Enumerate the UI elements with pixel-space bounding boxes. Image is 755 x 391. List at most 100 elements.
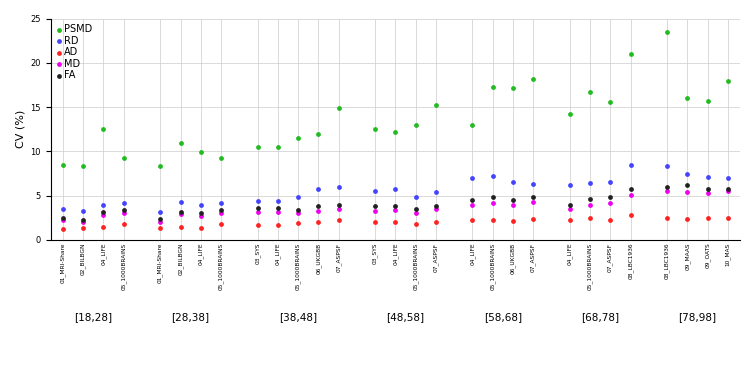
Point: [390, 219, 402, 225]
Point: [681, 95, 693, 101]
Point: [215, 207, 227, 213]
Text: [38,48]: [38,48]: [279, 312, 317, 322]
Point: [313, 208, 325, 214]
Point: [390, 129, 402, 135]
Point: [701, 98, 713, 104]
Point: [430, 189, 442, 195]
Point: [604, 200, 616, 206]
Point: [410, 194, 422, 201]
Point: [97, 201, 109, 208]
Point: [272, 209, 284, 215]
Point: [77, 208, 89, 214]
Point: [584, 215, 596, 221]
Point: [584, 196, 596, 202]
Point: [272, 205, 284, 211]
Point: [251, 205, 263, 211]
Point: [118, 207, 130, 213]
Point: [507, 197, 519, 203]
Point: [174, 139, 186, 145]
Point: [604, 194, 616, 201]
Point: [564, 217, 576, 223]
Point: [369, 126, 381, 133]
Point: [410, 206, 422, 212]
Point: [722, 185, 734, 192]
Point: [292, 210, 304, 217]
Point: [292, 135, 304, 141]
Point: [195, 201, 207, 208]
Point: [722, 78, 734, 84]
Point: [624, 185, 636, 192]
Point: [313, 185, 325, 192]
Point: [467, 201, 479, 208]
Point: [410, 122, 422, 128]
Point: [604, 179, 616, 185]
Point: [584, 180, 596, 187]
Point: [57, 217, 69, 224]
Text: [18,28]: [18,28]: [74, 312, 112, 322]
Text: [48,58]: [48,58]: [387, 312, 424, 322]
Point: [467, 217, 479, 224]
Point: [57, 161, 69, 168]
Point: [507, 179, 519, 185]
Point: [722, 188, 734, 194]
Point: [292, 194, 304, 201]
Point: [564, 201, 576, 208]
Point: [701, 215, 713, 221]
Point: [118, 221, 130, 227]
Point: [195, 210, 207, 217]
Point: [661, 163, 673, 170]
Point: [410, 221, 422, 227]
Point: [507, 201, 519, 208]
Point: [681, 215, 693, 222]
Point: [722, 215, 734, 221]
Point: [272, 222, 284, 228]
Point: [661, 29, 673, 35]
Point: [624, 212, 636, 218]
Point: [251, 222, 263, 228]
Point: [410, 210, 422, 217]
Point: [154, 225, 166, 231]
Point: [77, 219, 89, 225]
Point: [681, 189, 693, 195]
Point: [313, 131, 325, 137]
Point: [97, 208, 109, 215]
Point: [507, 85, 519, 91]
Point: [174, 211, 186, 217]
Point: [584, 89, 596, 95]
Point: [564, 111, 576, 117]
Point: [195, 149, 207, 155]
Point: [430, 102, 442, 108]
Point: [661, 188, 673, 194]
Point: [722, 175, 734, 181]
Point: [333, 201, 345, 208]
Point: [174, 208, 186, 215]
Point: [174, 199, 186, 205]
Point: [195, 224, 207, 231]
Point: [292, 207, 304, 213]
Point: [681, 182, 693, 188]
Point: [430, 206, 442, 212]
Point: [604, 99, 616, 105]
Point: [215, 221, 227, 227]
Point: [313, 219, 325, 225]
Point: [487, 194, 499, 201]
Point: [487, 200, 499, 206]
Point: [527, 194, 539, 201]
Point: [333, 184, 345, 190]
Point: [251, 144, 263, 150]
Point: [154, 219, 166, 225]
Point: [333, 105, 345, 111]
Point: [77, 163, 89, 170]
Point: [487, 217, 499, 223]
Point: [118, 200, 130, 206]
Point: [118, 210, 130, 217]
Point: [624, 161, 636, 168]
Point: [369, 219, 381, 225]
Point: [624, 192, 636, 198]
Point: [272, 198, 284, 204]
Point: [333, 206, 345, 212]
Point: [467, 197, 479, 203]
Point: [487, 173, 499, 179]
Point: [57, 206, 69, 212]
Legend: PSMD, RD, AD, MD, FA: PSMD, RD, AD, MD, FA: [56, 23, 94, 81]
